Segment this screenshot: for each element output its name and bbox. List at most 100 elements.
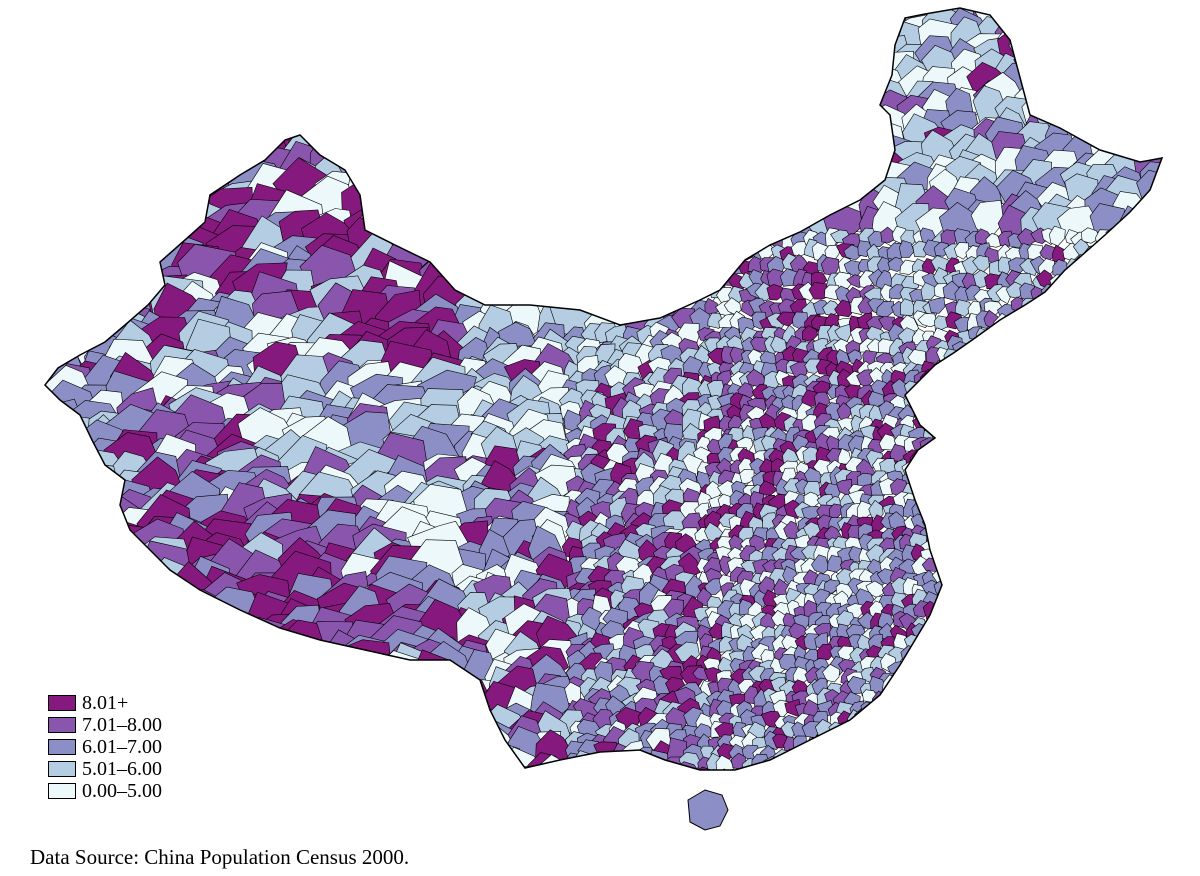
county-region <box>537 55 577 92</box>
county-region <box>688 125 709 153</box>
county-region <box>1163 504 1178 521</box>
county-region <box>803 765 822 770</box>
county-region <box>959 690 975 706</box>
county-region <box>130 174 191 225</box>
county-region <box>1120 368 1138 387</box>
county-region <box>956 703 972 719</box>
county-region <box>1067 8 1107 16</box>
county-region <box>1032 468 1051 486</box>
county-region <box>1006 748 1027 766</box>
county-region <box>1065 385 1085 400</box>
county-region <box>805 59 842 95</box>
county-region <box>528 218 571 264</box>
county-region <box>556 148 599 192</box>
county-region <box>446 144 491 187</box>
county-region <box>914 383 929 402</box>
county-region <box>1097 725 1115 742</box>
county-region <box>965 397 987 413</box>
county-region <box>175 685 231 748</box>
county-region <box>1129 687 1148 707</box>
county-region <box>933 638 954 654</box>
county-region <box>835 731 851 753</box>
county-region <box>45 236 88 298</box>
county-region <box>1039 588 1058 608</box>
county-region <box>967 459 983 477</box>
county-region <box>1139 546 1158 561</box>
county-region <box>643 8 668 15</box>
county-region <box>1007 406 1028 426</box>
county-region <box>583 30 627 65</box>
county-region <box>1039 665 1059 685</box>
county-region <box>1050 604 1068 619</box>
county-region <box>752 768 770 770</box>
county-region <box>1111 424 1127 444</box>
county-region <box>964 547 984 563</box>
county-region <box>934 461 950 478</box>
county-region <box>1104 289 1121 306</box>
county-region <box>954 785 968 802</box>
county-region <box>196 20 250 69</box>
county-region <box>1068 779 1084 796</box>
county-region <box>81 566 128 616</box>
county-region <box>691 167 711 191</box>
county-region <box>135 143 183 196</box>
county-region <box>348 87 394 142</box>
county-region <box>309 88 359 141</box>
county-region <box>952 426 972 444</box>
county-region <box>674 279 699 301</box>
county-region <box>686 69 708 91</box>
county-region <box>1129 754 1147 770</box>
county-region <box>109 108 163 159</box>
county-region <box>45 276 56 337</box>
county-region <box>986 435 1004 456</box>
county-region <box>1161 448 1162 467</box>
county-region <box>870 792 886 808</box>
county-region <box>759 161 774 181</box>
county-region <box>662 169 683 194</box>
county-region <box>920 492 939 511</box>
county-region <box>857 754 875 770</box>
county-region <box>208 8 267 60</box>
county-region <box>1087 681 1107 702</box>
county-region <box>1062 505 1082 525</box>
county-region <box>45 367 57 421</box>
county-region <box>716 161 735 178</box>
county-region <box>1000 502 1017 518</box>
county-region <box>1061 281 1079 303</box>
county-region <box>987 490 1006 510</box>
county-region <box>998 755 1016 770</box>
county-region <box>1106 758 1126 770</box>
county-region <box>913 395 930 410</box>
county-region <box>805 22 840 60</box>
county-region <box>1161 487 1162 507</box>
county-region <box>968 524 987 544</box>
county-region <box>165 668 228 718</box>
county-region <box>760 118 780 136</box>
county-region <box>307 21 360 73</box>
county-region <box>1084 771 1103 785</box>
county-region <box>112 40 164 83</box>
county-region <box>366 129 424 174</box>
county-region <box>45 447 80 497</box>
county-region <box>1009 493 1027 511</box>
county-region <box>1099 675 1117 694</box>
county-region <box>136 579 199 643</box>
county-region <box>45 327 50 380</box>
county-region <box>533 232 574 272</box>
county-region <box>1116 711 1133 730</box>
county-region <box>1129 745 1146 761</box>
county-region <box>1040 788 1059 803</box>
county-region <box>450 717 493 760</box>
county-region <box>717 228 737 249</box>
county-region <box>1171 245 1187 261</box>
county-region <box>1155 8 1162 38</box>
county-region <box>236 640 288 694</box>
county-region <box>726 142 741 159</box>
county-region <box>868 725 884 744</box>
county-region <box>312 74 367 122</box>
county-region <box>1028 578 1046 596</box>
county-region <box>67 8 127 58</box>
county-region <box>1150 328 1162 349</box>
county-region <box>1001 471 1017 486</box>
county-region <box>641 272 663 294</box>
